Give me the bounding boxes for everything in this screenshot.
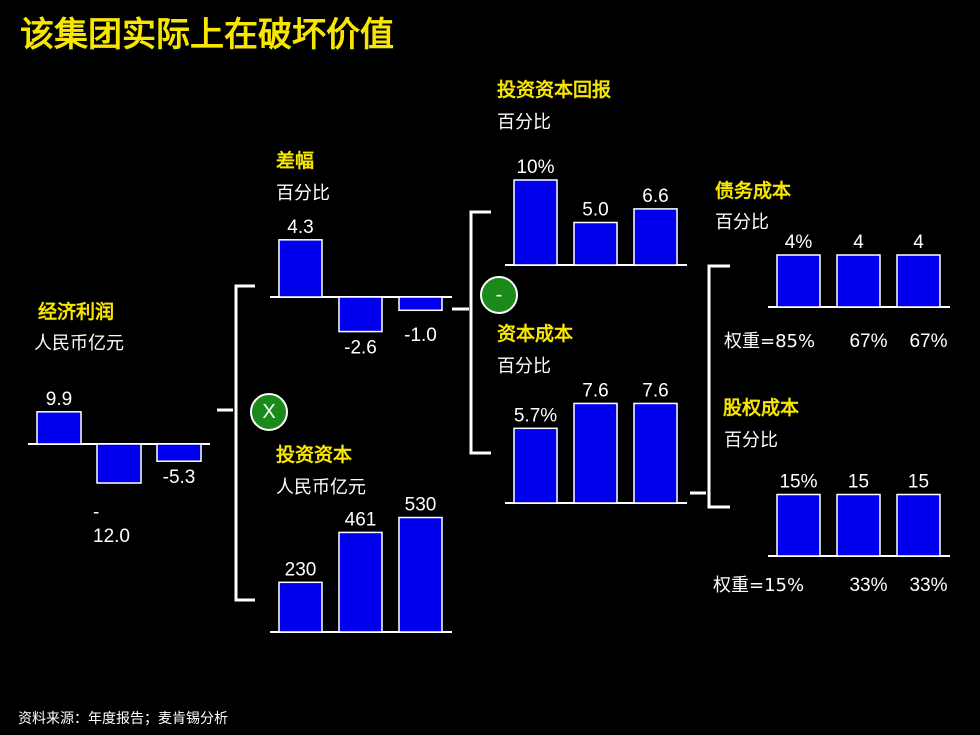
roic-unit: 百分比: [497, 112, 551, 133]
minus-operator: -: [480, 276, 518, 314]
roic-bar-1: [513, 179, 558, 266]
roic-bar-2: [573, 221, 618, 266]
cost-of-capital-title: 资本成本: [497, 323, 574, 345]
roic-bar-3: [633, 208, 678, 266]
spread-bar-2: [338, 296, 383, 333]
bracket-coc: [707, 264, 730, 509]
economic-profit-label-2: -: [93, 502, 99, 523]
invested-capital-bar-3: [398, 516, 443, 633]
cost-of-equity-weight-2: 33%: [849, 575, 887, 596]
cost-of-debt-label-1: 4%: [785, 232, 813, 253]
invested-capital-bar-1: [278, 581, 323, 633]
invested-capital-label-2: 461: [345, 509, 377, 530]
cost-of-capital-label-2: 7.6: [582, 380, 608, 401]
roic-label-2: 5.0: [582, 200, 608, 221]
source-note: 资料来源：年度报告；麦肯锡分析: [18, 711, 228, 727]
cost-of-equity-label-1: 15%: [779, 472, 817, 493]
cost-of-capital-label-3: 7.6: [642, 380, 668, 401]
cost-of-capital-unit: 百分比: [497, 356, 551, 377]
economic-profit-bar-2: [96, 443, 142, 484]
bracket-spread: [469, 210, 491, 455]
cost-of-equity-weight-3: 33%: [909, 575, 947, 596]
economic-profit-label-1: 9.9: [46, 389, 72, 410]
cost-of-debt-weight-3: 67%: [909, 331, 947, 352]
cost-of-equity-bar-2: [836, 493, 881, 557]
cost-of-debt-title: 债务成本: [715, 180, 792, 202]
invested-capital-title: 投资资本: [276, 444, 353, 466]
cost-of-debt-bar-2: [836, 254, 881, 308]
cost-of-capital-bar-1: [513, 427, 558, 504]
roic-label-3: 6.6: [642, 186, 668, 207]
cost-of-equity-label-3: 15: [908, 472, 929, 493]
spread-title: 差幅: [276, 150, 315, 172]
cost-of-equity-title: 股权成本: [723, 397, 800, 419]
cost-of-debt-weight: 权重=85%: [724, 331, 816, 352]
spread-bar-1: [278, 239, 323, 298]
economic-profit-label-2: 12.0: [93, 526, 130, 547]
invested-capital-label-1: 230: [285, 559, 317, 580]
spread-label-2: -2.6: [344, 338, 377, 359]
invested-capital-bar-2: [338, 531, 383, 633]
economic-profit-bar-1: [36, 411, 82, 445]
cost-of-debt-bar-3: [896, 254, 941, 308]
cost-of-equity-unit: 百分比: [724, 430, 778, 451]
cost-of-equity-label-2: 15: [848, 472, 869, 493]
cost-of-equity-bar-3: [896, 493, 941, 557]
invested-capital-label-3: 530: [405, 495, 437, 516]
economic-profit-bar-3: [156, 443, 202, 462]
cost-of-debt-unit: 百分比: [715, 212, 769, 233]
bracket-ep: [234, 284, 255, 602]
cost-of-equity-bar-1: [776, 493, 821, 557]
multiply-operator: X: [250, 393, 288, 431]
cost-of-capital-label-1: 5.7%: [514, 405, 557, 426]
page-title: 该集团实际上在破坏价值: [20, 15, 394, 55]
economic-profit-label-3: -5.3: [163, 467, 196, 488]
cost-of-capital-bar-2: [573, 402, 618, 504]
cost-of-debt-weight-2: 67%: [849, 331, 887, 352]
cost-of-capital-bar-3: [633, 402, 678, 504]
cost-of-debt-bar-1: [776, 254, 821, 308]
cost-of-debt-label-3: 4: [913, 232, 924, 253]
spread-unit: 百分比: [276, 183, 330, 204]
roic-title: 投资资本回报: [497, 79, 612, 101]
cost-of-equity-weight: 权重=15%: [713, 575, 805, 596]
spread-label-3: -1.0: [404, 325, 437, 346]
spread-label-1: 4.3: [287, 217, 313, 238]
spread-bar-3: [398, 296, 443, 312]
economic-profit-title: 经济利润: [38, 301, 115, 323]
invested-capital-unit: 人民币亿元: [276, 477, 366, 498]
roic-label-1: 10%: [516, 157, 554, 178]
economic-profit-unit: 人民币亿元: [34, 333, 124, 354]
cost-of-debt-label-2: 4: [853, 232, 864, 253]
